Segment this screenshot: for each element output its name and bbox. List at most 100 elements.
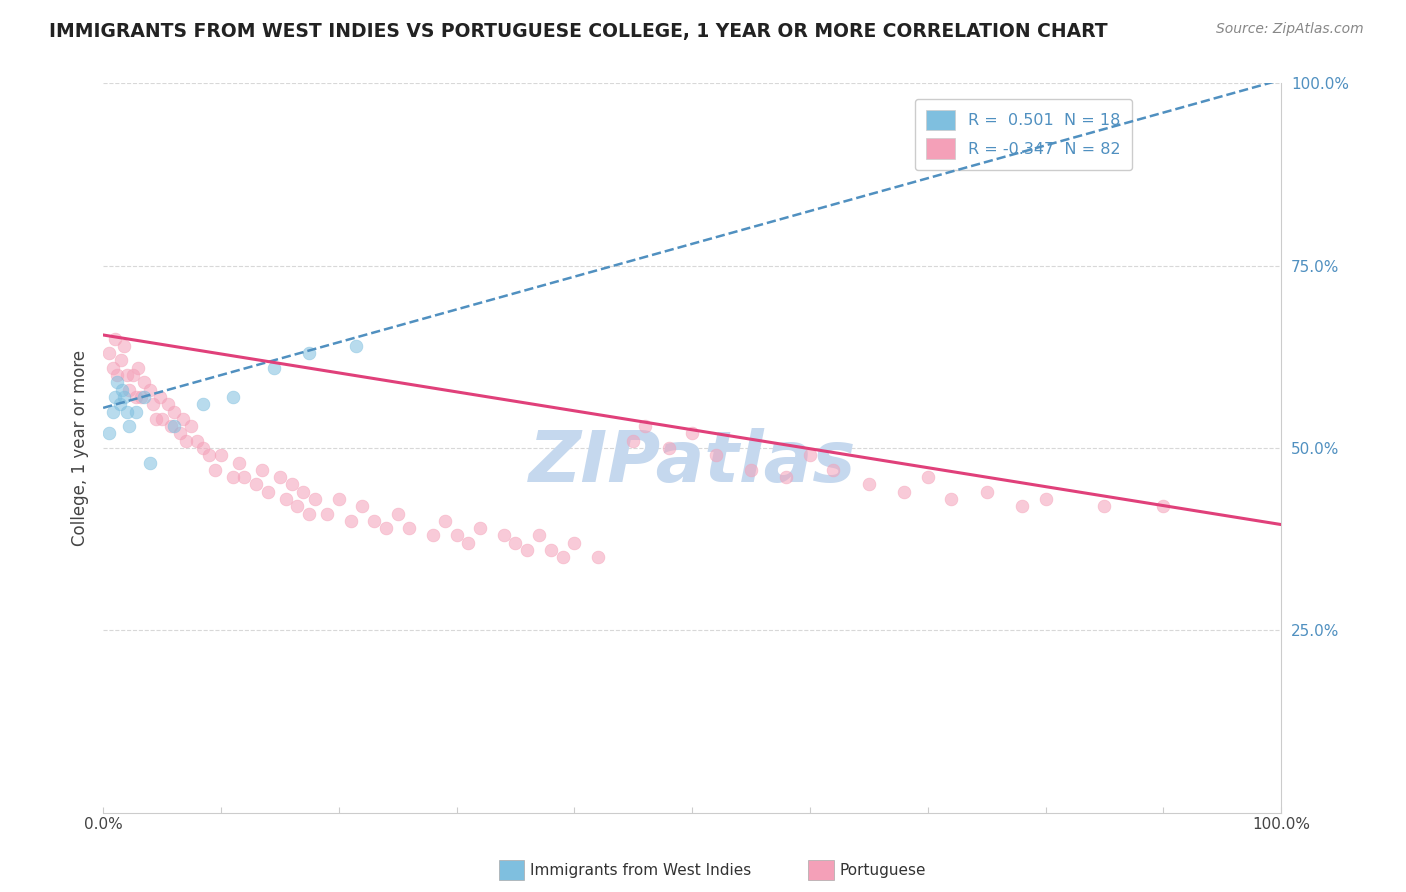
Point <box>193 441 215 455</box>
Point <box>142 397 165 411</box>
Point <box>562 535 585 549</box>
Point <box>204 463 226 477</box>
Point <box>274 491 297 506</box>
Point <box>250 463 273 477</box>
Point <box>976 484 998 499</box>
Point <box>433 514 456 528</box>
Point <box>193 397 215 411</box>
Point <box>169 426 191 441</box>
Point <box>160 419 183 434</box>
Point <box>186 434 208 448</box>
Point <box>704 448 727 462</box>
Point <box>775 470 797 484</box>
Point <box>222 470 245 484</box>
Point <box>292 484 315 499</box>
Point <box>121 368 143 382</box>
Point <box>374 521 396 535</box>
Point <box>125 404 148 418</box>
Point <box>145 412 167 426</box>
Point <box>1011 500 1033 514</box>
Point <box>139 456 162 470</box>
Point <box>799 448 821 462</box>
Point <box>174 434 197 448</box>
Point <box>110 353 132 368</box>
Text: ZIPatlas: ZIPatlas <box>529 428 856 497</box>
Point <box>104 390 127 404</box>
Point <box>163 404 186 418</box>
Point <box>621 434 644 448</box>
Point <box>634 419 657 434</box>
Point <box>105 376 128 390</box>
Point <box>505 535 527 549</box>
Point <box>339 514 361 528</box>
Text: Source: ZipAtlas.com: Source: ZipAtlas.com <box>1216 22 1364 37</box>
Point <box>180 419 202 434</box>
Point <box>269 470 291 484</box>
Point <box>98 346 121 360</box>
Point <box>105 368 128 382</box>
Point <box>858 477 880 491</box>
Point <box>551 550 574 565</box>
Point <box>457 535 479 549</box>
Point <box>540 543 562 558</box>
Point <box>101 360 124 375</box>
Y-axis label: College, 1 year or more: College, 1 year or more <box>72 350 89 546</box>
Point <box>245 477 267 491</box>
Point <box>917 470 939 484</box>
Point <box>233 470 256 484</box>
Point <box>344 339 367 353</box>
Point <box>112 339 135 353</box>
Point <box>104 332 127 346</box>
Point <box>823 463 845 477</box>
Point <box>118 383 141 397</box>
Point <box>198 448 221 462</box>
Text: Immigrants from West Indies: Immigrants from West Indies <box>530 863 751 878</box>
Point <box>139 383 162 397</box>
Point <box>209 448 232 462</box>
Point <box>304 491 326 506</box>
Point <box>280 477 302 491</box>
Point <box>98 426 121 441</box>
Point <box>893 484 915 499</box>
Point <box>740 463 762 477</box>
Text: Portuguese: Portuguese <box>839 863 927 878</box>
Point <box>352 500 374 514</box>
Point <box>149 390 172 404</box>
Point <box>422 528 444 542</box>
Point <box>316 507 339 521</box>
Point <box>156 397 179 411</box>
Point <box>263 360 285 375</box>
Point <box>387 507 409 521</box>
Point <box>298 507 321 521</box>
Point <box>941 491 963 506</box>
Point <box>108 397 131 411</box>
Point <box>101 404 124 418</box>
Point <box>129 390 152 404</box>
Point <box>112 390 135 404</box>
Legend: R =  0.501  N = 18, R = -0.347  N = 82: R = 0.501 N = 18, R = -0.347 N = 82 <box>915 99 1132 170</box>
Point <box>516 543 538 558</box>
Point <box>257 484 280 499</box>
Point <box>150 412 173 426</box>
Point <box>298 346 321 360</box>
Point <box>658 441 681 455</box>
Point <box>228 456 250 470</box>
Point <box>586 550 609 565</box>
Point <box>118 419 141 434</box>
Point <box>172 412 194 426</box>
Point <box>134 390 156 404</box>
Point <box>363 514 385 528</box>
Point <box>446 528 468 542</box>
Point <box>222 390 245 404</box>
Point <box>527 528 550 542</box>
Point <box>115 404 138 418</box>
Point <box>111 383 134 397</box>
Point <box>468 521 491 535</box>
Point <box>1092 500 1115 514</box>
Point <box>287 500 309 514</box>
Point <box>492 528 515 542</box>
Point <box>115 368 138 382</box>
Point <box>1152 500 1174 514</box>
Point <box>127 360 149 375</box>
Point <box>125 390 148 404</box>
